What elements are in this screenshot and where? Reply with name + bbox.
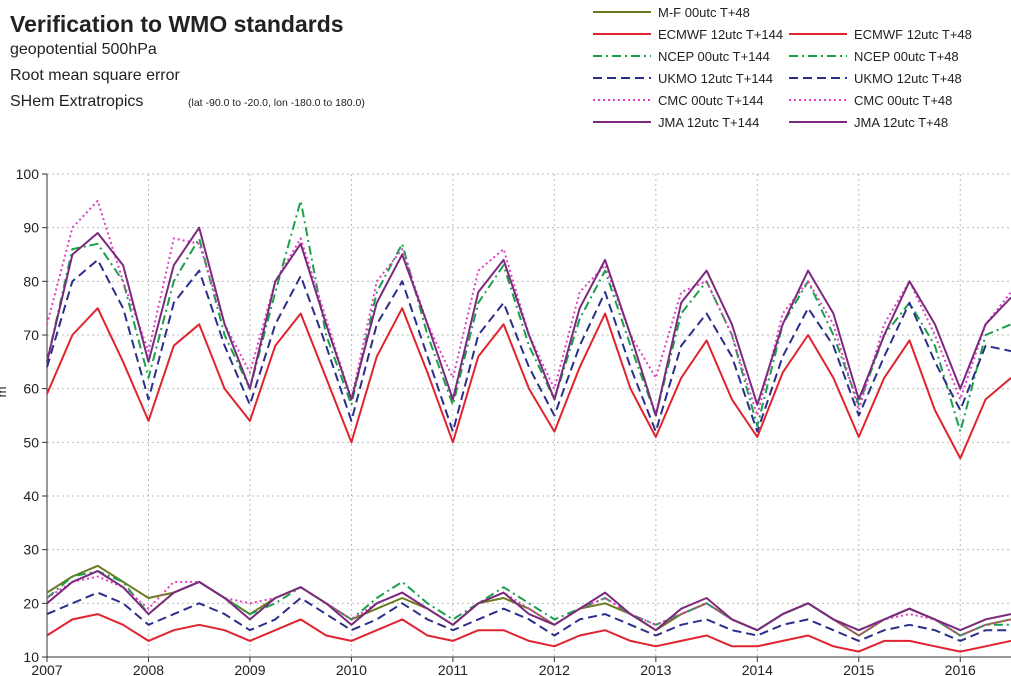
legend-label: M-F 00utc T+48: [658, 5, 750, 20]
y-tick-label: 30: [23, 542, 39, 558]
y-tick-label: 100: [16, 166, 40, 182]
y-tick-label: 50: [23, 434, 39, 450]
region: SHem Extratropics: [10, 93, 143, 110]
legend-label: JMA 12utc T+144: [658, 115, 759, 130]
y-axis-label: m: [0, 387, 9, 398]
y-tick-label: 90: [23, 220, 39, 236]
x-tick-label: 2008: [133, 662, 164, 676]
legend-label: UKMO 12utc T+144: [658, 71, 773, 86]
series-line: [46, 307, 1011, 460]
x-tick-label: 2013: [640, 662, 671, 676]
legend-label: NCEP 00utc T+144: [658, 49, 770, 64]
series-line: [46, 613, 1011, 653]
y-tick-label: 40: [23, 488, 39, 504]
legend-label: ECMWF 12utc T+144: [658, 27, 783, 42]
x-tick-label: 2010: [336, 662, 367, 676]
x-tick-label: 2007: [31, 662, 62, 676]
x-tick-label: 2011: [438, 662, 468, 676]
chart-subtitle: Root mean square error: [10, 67, 181, 84]
y-tick-label: 80: [23, 273, 39, 289]
series-line: [46, 591, 1011, 642]
series-line: [46, 564, 1011, 637]
x-tick-label: 2015: [843, 662, 874, 676]
x-tick-label: 2014: [742, 662, 773, 676]
legend-label: CMC 00utc T+48: [854, 93, 952, 108]
chart-title: Verification to WMO standards: [10, 11, 344, 37]
y-tick-label: 70: [23, 327, 39, 343]
series-line: [46, 199, 1011, 433]
y-tick-label: 20: [23, 595, 39, 611]
legend-label: CMC 00utc T+144: [658, 93, 764, 108]
series-line: [46, 226, 1011, 417]
x-tick-label: 2012: [539, 662, 570, 676]
chart-subtitle: geopotential 500hPa: [10, 41, 157, 58]
region-note: (lat -90.0 to -20.0, lon -180.0 to 180.0…: [188, 97, 365, 109]
series-line: [46, 258, 1011, 433]
series-line: [46, 199, 1011, 417]
x-tick-label: 2009: [234, 662, 265, 676]
legend-label: JMA 12utc T+48: [854, 115, 948, 130]
x-tick-label: 2016: [945, 662, 976, 676]
legend-label: NCEP 00utc T+48: [854, 49, 959, 64]
y-tick-label: 10: [23, 649, 39, 665]
series-line: [46, 570, 1011, 632]
legend-label: ECMWF 12utc T+48: [854, 27, 972, 42]
legend-label: UKMO 12utc T+48: [854, 71, 962, 86]
y-tick-label: 60: [23, 381, 39, 397]
